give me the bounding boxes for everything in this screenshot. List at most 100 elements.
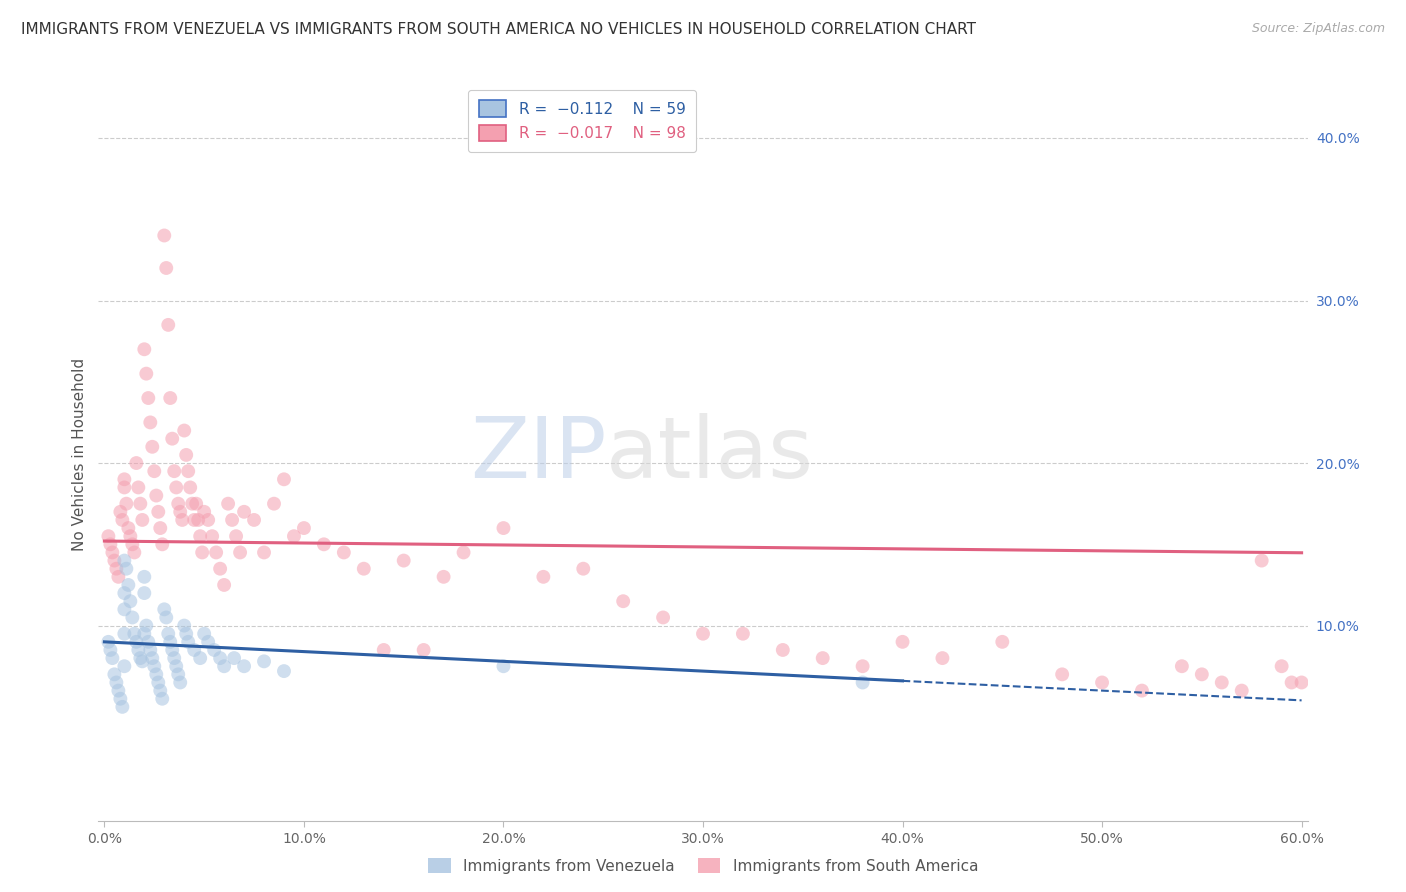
Point	[187, 513, 209, 527]
Point	[121, 537, 143, 551]
Point	[112, 602, 135, 616]
Point	[811, 651, 834, 665]
Point	[201, 529, 224, 543]
Legend: R =  −0.112    N = 59, R =  −0.017    N = 98: R = −0.112 N = 59, R = −0.017 N = 98	[468, 89, 696, 152]
Point	[141, 651, 163, 665]
Point	[1230, 683, 1253, 698]
Point	[173, 618, 195, 632]
Point	[124, 626, 146, 640]
Point	[100, 537, 122, 551]
Point	[111, 699, 134, 714]
Text: Source: ZipAtlas.com: Source: ZipAtlas.com	[1251, 22, 1385, 36]
Point	[115, 562, 138, 576]
Point	[852, 675, 875, 690]
Point	[125, 456, 148, 470]
Point	[373, 643, 395, 657]
Point	[135, 367, 157, 381]
Point	[134, 626, 156, 640]
Point	[209, 562, 232, 576]
Point	[233, 505, 256, 519]
Point	[188, 651, 211, 665]
Point	[931, 651, 953, 665]
Point	[1191, 667, 1213, 681]
Point	[177, 635, 200, 649]
Point	[155, 260, 177, 275]
Point	[103, 553, 125, 567]
Point	[1250, 553, 1272, 567]
Point	[991, 635, 1014, 649]
Point	[134, 570, 156, 584]
Point	[292, 521, 315, 535]
Point	[183, 643, 205, 657]
Point	[492, 659, 515, 673]
Point	[165, 659, 187, 673]
Point	[243, 513, 266, 527]
Point	[531, 570, 554, 584]
Point	[163, 651, 186, 665]
Point	[131, 654, 153, 668]
Point	[103, 667, 125, 681]
Point	[174, 448, 197, 462]
Point	[155, 610, 177, 624]
Point	[112, 586, 135, 600]
Point	[174, 626, 197, 640]
Point	[852, 659, 875, 673]
Point	[112, 626, 135, 640]
Point	[193, 505, 215, 519]
Point	[105, 562, 128, 576]
Point	[197, 635, 219, 649]
Point	[225, 529, 247, 543]
Y-axis label: No Vehicles in Household: No Vehicles in Household	[72, 359, 87, 551]
Point	[172, 513, 194, 527]
Point	[120, 594, 142, 608]
Point	[129, 651, 152, 665]
Point	[224, 651, 246, 665]
Point	[162, 643, 184, 657]
Point	[492, 521, 515, 535]
Point	[312, 537, 335, 551]
Point	[105, 675, 128, 690]
Point	[107, 683, 129, 698]
Point	[148, 675, 170, 690]
Point	[1130, 683, 1153, 698]
Point	[145, 489, 167, 503]
Point	[263, 497, 285, 511]
Point	[115, 497, 138, 511]
Point	[1271, 659, 1294, 673]
Point	[179, 480, 201, 494]
Point	[197, 513, 219, 527]
Point	[159, 391, 181, 405]
Text: atlas: atlas	[606, 413, 814, 497]
Point	[169, 675, 191, 690]
Point	[412, 643, 434, 657]
Point	[572, 562, 595, 576]
Point	[167, 497, 190, 511]
Point	[205, 545, 228, 559]
Text: ZIP: ZIP	[470, 413, 606, 497]
Point	[253, 545, 276, 559]
Point	[772, 643, 794, 657]
Point	[1281, 675, 1303, 690]
Point	[188, 529, 211, 543]
Point	[153, 228, 176, 243]
Point	[139, 643, 162, 657]
Point	[392, 553, 415, 567]
Point	[692, 626, 714, 640]
Point	[283, 529, 305, 543]
Point	[121, 610, 143, 624]
Point	[149, 521, 172, 535]
Point	[209, 651, 232, 665]
Point	[169, 505, 191, 519]
Point	[149, 683, 172, 698]
Point	[333, 545, 356, 559]
Point	[1211, 675, 1233, 690]
Point	[433, 570, 456, 584]
Point	[110, 505, 132, 519]
Point	[186, 497, 208, 511]
Point	[453, 545, 475, 559]
Point	[134, 586, 156, 600]
Point	[127, 643, 149, 657]
Point	[159, 635, 181, 649]
Point	[212, 659, 235, 673]
Point	[101, 545, 124, 559]
